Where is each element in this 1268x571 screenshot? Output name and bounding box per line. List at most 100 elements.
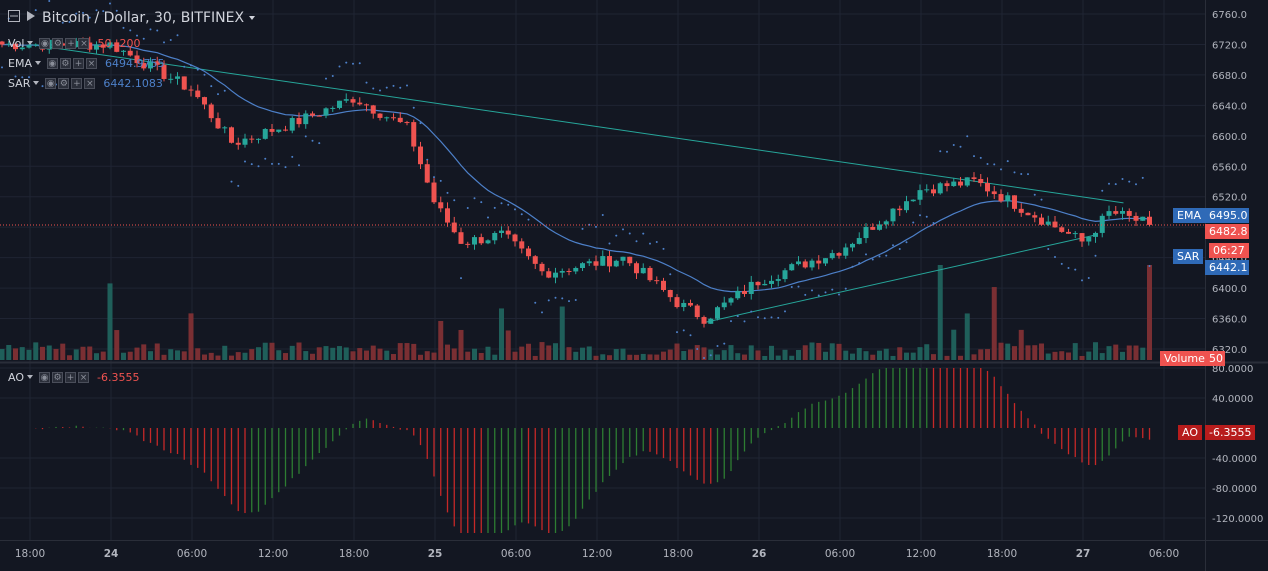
candle-body: [33, 44, 39, 46]
sar-dot: [210, 85, 213, 88]
candle-body: [701, 317, 707, 324]
volume-bar: [1059, 351, 1065, 360]
sar-dot: [338, 65, 341, 68]
volume-bar: [877, 350, 882, 360]
candle-body: [168, 78, 174, 80]
volume-bar: [1147, 265, 1152, 360]
volume-bar: [1012, 346, 1017, 360]
sar-dot: [156, 29, 159, 32]
candle-body: [1025, 212, 1031, 216]
sar-dot: [952, 144, 955, 147]
volume-bar: [127, 351, 133, 360]
chevron-down-icon[interactable]: [249, 16, 256, 20]
volume-bar: [1018, 329, 1024, 360]
candle-body: [937, 183, 943, 194]
sar-dot: [223, 89, 226, 92]
sar-dot: [1074, 268, 1077, 271]
candle-body: [148, 61, 153, 69]
eye-icon[interactable]: ◉: [45, 77, 57, 89]
sar-dot: [608, 242, 611, 245]
volume-bar: [73, 349, 79, 360]
chevron-down-icon[interactable]: [34, 61, 41, 65]
volume-bar: [937, 265, 943, 360]
volume-bar: [1039, 343, 1044, 360]
sar-legend[interactable]: SAR ◉ ⚙ + × 6442.1083: [8, 75, 163, 91]
sar-dot: [892, 244, 894, 247]
sar-dot: [1087, 276, 1090, 279]
eye-icon[interactable]: ◉: [46, 57, 58, 69]
candle-body: [310, 113, 315, 116]
sar-dot: [487, 216, 489, 219]
sar-dot: [433, 176, 435, 179]
volume-bar: [276, 350, 282, 360]
candle-body: [19, 47, 25, 50]
more-icon[interactable]: +: [65, 371, 76, 383]
volume-axis-value: 50: [1205, 351, 1225, 366]
volume-bar: [951, 329, 957, 360]
ema-legend[interactable]: EMA ◉ ⚙ + × 6494.9755: [8, 55, 164, 71]
volume-bar: [310, 353, 315, 360]
candle-body: [350, 99, 356, 103]
volume-bar: [701, 347, 707, 360]
sar-dot: [1081, 279, 1083, 282]
flag-icon[interactable]: [26, 10, 36, 26]
sar-dot: [406, 84, 408, 87]
vol-legend[interactable]: Vol ◉ ⚙ + × 50 200: [8, 35, 140, 51]
chevron-down-icon[interactable]: [27, 41, 34, 45]
hide-toggle-icon[interactable]: [8, 10, 20, 26]
candle-body: [532, 256, 538, 264]
candle-body: [242, 138, 248, 145]
close-icon[interactable]: ×: [78, 371, 89, 383]
sar-dot: [541, 311, 543, 314]
candle-body: [593, 261, 599, 266]
gear-icon[interactable]: ⚙: [59, 57, 71, 69]
ao-tick-label: -40.0000: [1212, 454, 1257, 465]
candle-body: [141, 63, 147, 69]
chart-title[interactable]: Bitcoin / Dollar, 30, BITFINEX: [8, 9, 261, 27]
chevron-down-icon[interactable]: [27, 375, 33, 379]
candle-body: [445, 208, 450, 223]
volume-bar: [958, 355, 963, 360]
sar-dot: [1067, 267, 1070, 270]
ao-tick-label: -120.0000: [1212, 514, 1263, 525]
close-icon[interactable]: ×: [85, 57, 97, 69]
more-icon[interactable]: +: [65, 37, 77, 49]
sar-dot: [318, 142, 321, 145]
volume-bar: [424, 351, 430, 360]
time-tick-label: 18:00: [663, 548, 693, 560]
chevron-down-icon[interactable]: [33, 81, 40, 85]
volume-bar: [431, 352, 437, 360]
ao-legend[interactable]: AO ◉ ⚙ + × -6.3555: [8, 369, 139, 385]
volume-bar: [80, 346, 86, 360]
volume-bar: [607, 355, 612, 360]
more-icon[interactable]: +: [72, 57, 84, 69]
more-icon[interactable]: +: [71, 77, 83, 89]
volume-bar: [1106, 346, 1112, 360]
candle-body: [411, 122, 417, 147]
volume-bar: [404, 343, 410, 360]
gear-icon[interactable]: ⚙: [52, 371, 63, 383]
sar-dot: [102, 10, 105, 13]
sar-dot: [797, 285, 800, 288]
gear-icon[interactable]: ⚙: [52, 37, 64, 49]
candle-body: [107, 42, 113, 48]
eye-icon[interactable]: ◉: [39, 371, 50, 383]
close-icon[interactable]: ×: [78, 37, 90, 49]
eye-icon[interactable]: ◉: [39, 37, 51, 49]
volume-bar: [215, 355, 221, 360]
price-tick-label: 6360.0: [1212, 315, 1247, 326]
candle-body: [6, 43, 12, 45]
close-icon[interactable]: ×: [84, 77, 96, 89]
sar-dot: [392, 84, 395, 87]
sar-dot: [1047, 247, 1050, 250]
candle-body: [1018, 208, 1024, 213]
volume-bar: [0, 349, 5, 360]
sar-dot: [21, 76, 24, 79]
volume-bar: [40, 346, 45, 360]
volume-bar: [161, 354, 167, 360]
sar-dot: [331, 74, 334, 77]
candle-body: [1133, 215, 1139, 221]
gear-icon[interactable]: ⚙: [58, 77, 70, 89]
volume-bar: [742, 354, 747, 360]
